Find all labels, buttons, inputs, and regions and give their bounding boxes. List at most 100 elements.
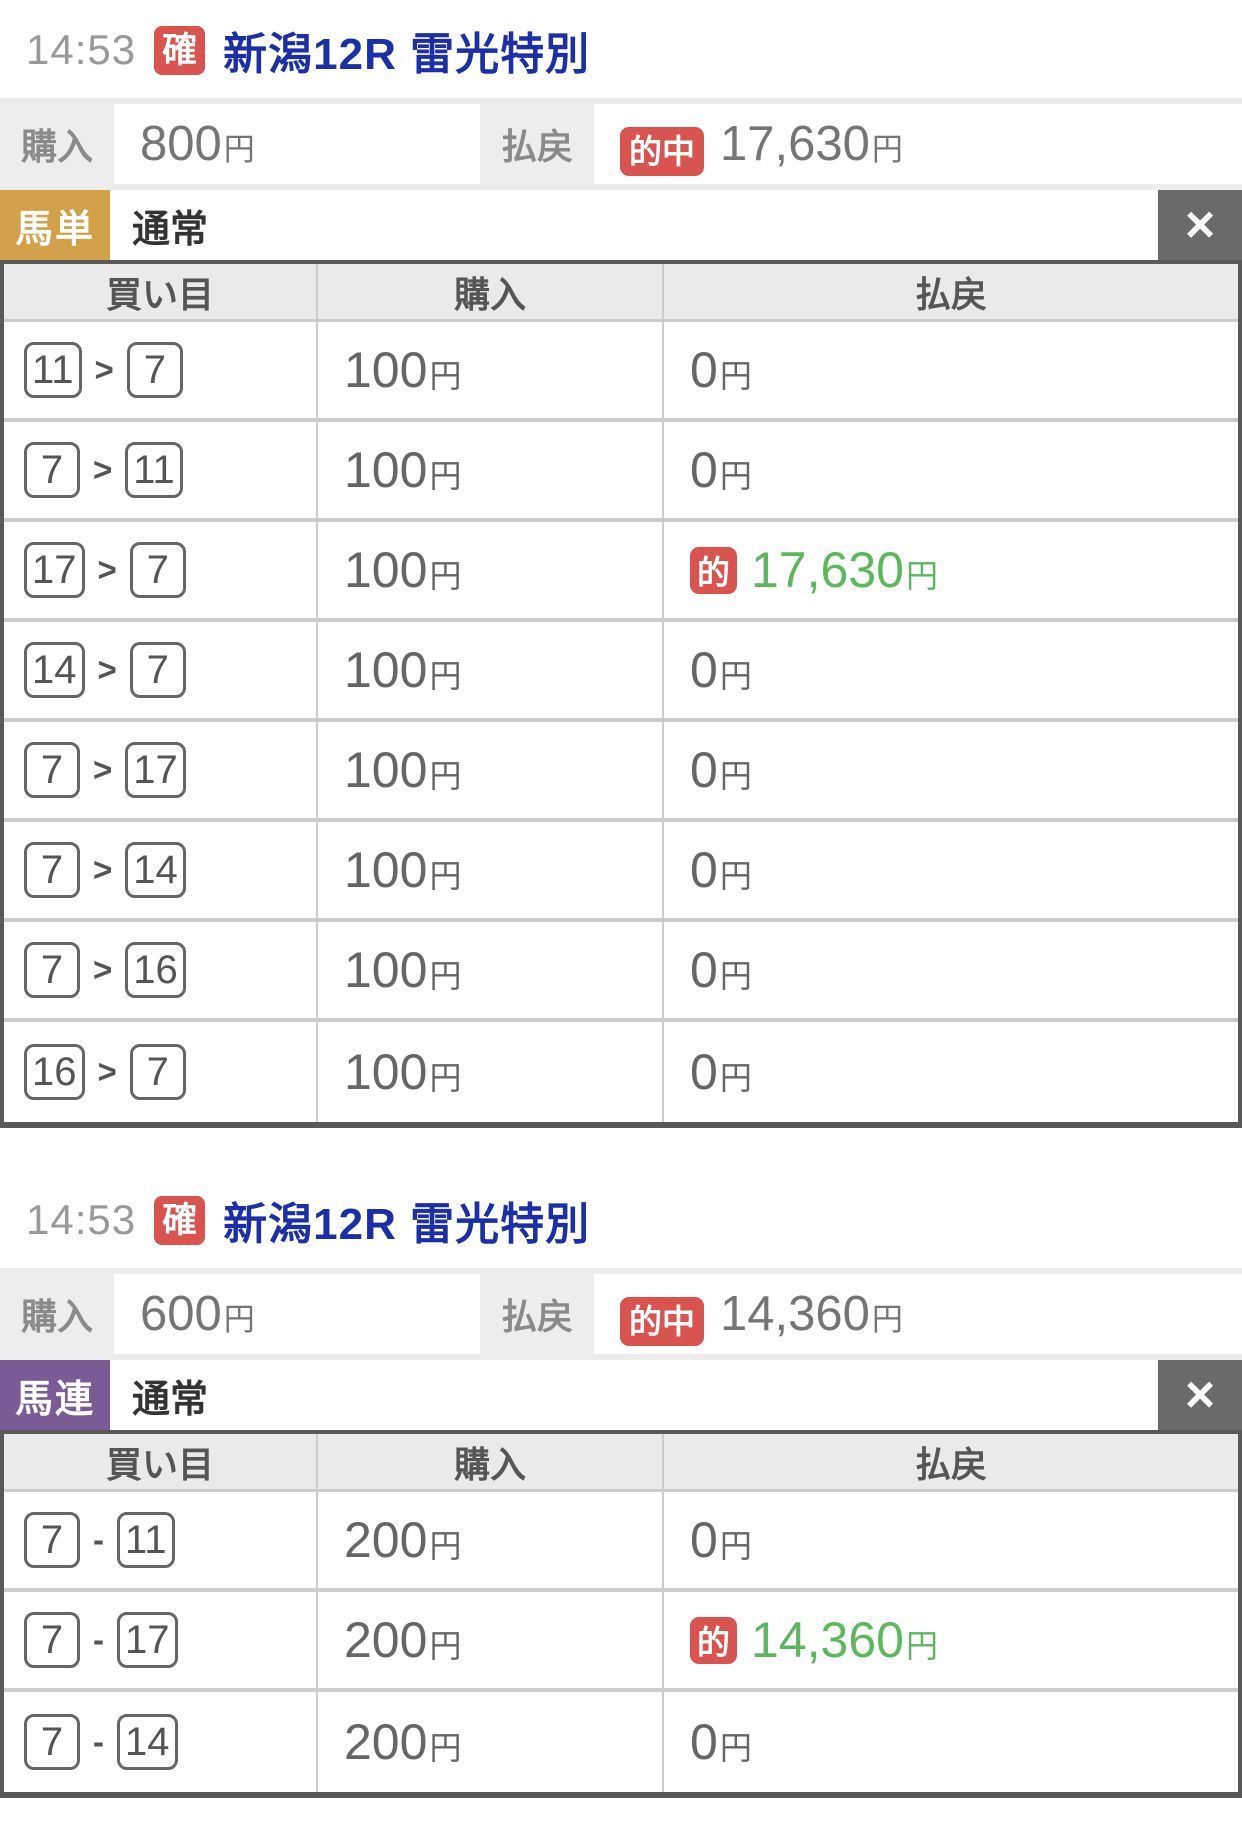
race-title-link[interactable]: 新潟12R 雷光特別: [223, 1200, 591, 1249]
table-row: 7 - 17 200円 的 14,360円: [4, 1592, 1238, 1692]
payout-total-amount: 14,360: [720, 1287, 870, 1341]
summary-bar: 購入 800円 払戻 的中 17,630円: [0, 98, 1242, 190]
column-header-payout: 払戻: [914, 1443, 987, 1485]
yen-suffix: 円: [223, 1302, 255, 1337]
race-header: 14:53 確 新潟12R 雷光特別: [0, 0, 1242, 98]
yen-suffix: 円: [429, 1528, 462, 1564]
purchase-total: 800円: [114, 104, 480, 184]
purchase-cell: 100円: [318, 422, 664, 518]
yen-suffix: 円: [719, 358, 752, 394]
horse-number-box: 14: [125, 842, 186, 898]
yen-suffix: 円: [429, 958, 462, 994]
horse-number-box: 7: [129, 1044, 186, 1100]
selection-separator-icon: >: [93, 851, 113, 888]
yen-suffix: 円: [719, 1528, 752, 1564]
table-row: 7 - 14 200円 0円: [4, 1692, 1238, 1792]
selection-cell: 14 > 7: [4, 622, 318, 718]
table-body: 7 - 11 200円 0円 7 - 17 200円 的 14,360円 7 -…: [4, 1492, 1238, 1792]
table-row: 16 > 7 100円 0円: [4, 1022, 1238, 1122]
payout-cell: 0円: [690, 942, 752, 998]
horse-number-box: 17: [125, 742, 186, 798]
horse-number-box: 7: [24, 742, 80, 798]
purchase-cell: 200円: [318, 1592, 664, 1688]
payout-total-amount: 17,630: [720, 117, 870, 171]
table-header-row: 買い目 購入 払戻: [4, 264, 1238, 322]
horse-number-box: 14: [117, 1714, 178, 1770]
race-header: 14:53 確 新潟12R 雷光特別: [0, 1170, 1242, 1268]
bet-result-section: 14:53 確 新潟12R 雷光特別 購入 800円 払戻 的中 17,630円 …: [0, 0, 1242, 1128]
bet-type-row: 馬連 通常 ×: [0, 1360, 1242, 1430]
table-row: 7 > 11 100円 0円: [4, 422, 1238, 522]
selection-cell: 7 > 16: [4, 922, 318, 1018]
payout-cell: 0円: [690, 742, 752, 798]
horse-number-box: 7: [24, 1714, 80, 1770]
purchase-cell: 100円: [318, 322, 664, 418]
payout-cell: 0円: [690, 1714, 752, 1770]
yen-suffix: 円: [223, 132, 255, 167]
horse-number-box: 16: [125, 942, 186, 998]
bet-table: 買い目 購入 払戻 7 - 11 200円 0円 7 - 17 200円 的 1…: [0, 1430, 1242, 1798]
horse-number-box: 7: [129, 642, 186, 698]
yen-suffix: 円: [871, 132, 903, 167]
selection-cell: 7 - 14: [4, 1692, 318, 1792]
win-badge: 的: [690, 1616, 737, 1664]
table-row: 17 > 7 100円 的 17,630円: [4, 522, 1238, 622]
purchase-cell: 200円: [318, 1692, 664, 1792]
yen-suffix: 円: [719, 1730, 752, 1766]
win-badge: 的: [690, 546, 737, 594]
horse-number-box: 16: [24, 1044, 85, 1100]
yen-suffix: 円: [429, 458, 462, 494]
table-row: 11 > 7 100円 0円: [4, 322, 1238, 422]
purchase-total-amount: 600: [140, 1287, 222, 1341]
race-title-link[interactable]: 新潟12R 雷光特別: [223, 30, 591, 79]
selection-cell: 17 > 7: [4, 522, 318, 618]
selection-separator-icon: >: [93, 751, 113, 788]
bet-type-badge: 馬単: [0, 190, 110, 260]
selection-cell: 7 - 17: [4, 1592, 318, 1688]
yen-suffix: 円: [429, 558, 462, 594]
payout-cell: 0円: [690, 842, 752, 898]
horse-number-box: 7: [24, 442, 80, 498]
purchase-total: 600円: [114, 1274, 480, 1354]
payout-cell: 0円: [690, 342, 752, 398]
horse-number-box: 11: [117, 1512, 175, 1568]
table-row: 7 > 14 100円 0円: [4, 822, 1238, 922]
yen-suffix: 円: [429, 758, 462, 794]
payout-label: 払戻: [500, 1296, 573, 1337]
bet-result-section: 14:53 確 新潟12R 雷光特別 購入 600円 払戻 的中 14,360円 …: [0, 1170, 1242, 1798]
selection-separator-icon: -: [93, 1621, 104, 1658]
yen-suffix: 円: [429, 858, 462, 894]
horse-number-box: 7: [126, 342, 183, 398]
race-time: 14:53: [26, 26, 137, 73]
table-body: 11 > 7 100円 0円 7 > 11 100円 0円 17 > 7: [4, 322, 1238, 1122]
column-header-payout: 払戻: [914, 273, 987, 315]
horse-number-box: 17: [24, 542, 85, 598]
purchase-cell: 200円: [318, 1492, 664, 1588]
selection-separator-icon: >: [97, 551, 117, 588]
purchase-cell: 100円: [318, 622, 664, 718]
selection-separator-icon: >: [93, 951, 113, 988]
purchase-label: 購入: [20, 126, 93, 167]
race-time: 14:53: [26, 1196, 137, 1243]
yen-suffix: 円: [429, 358, 462, 394]
bet-method-label: 通常: [132, 208, 209, 251]
confirmed-badge: 確: [154, 25, 206, 75]
payout-cell: 0円: [690, 642, 752, 698]
close-button[interactable]: ×: [1158, 1360, 1242, 1430]
table-row: 7 > 16 100円 0円: [4, 922, 1238, 1022]
purchase-cell: 100円: [318, 822, 664, 918]
purchase-total-amount: 800: [140, 117, 222, 171]
column-header-selection: 買い目: [4, 264, 318, 319]
selection-cell: 7 - 11: [4, 1492, 318, 1588]
purchase-cell: 100円: [318, 722, 664, 818]
selection-separator-icon: -: [93, 1521, 104, 1558]
bet-type-row: 馬単 通常 ×: [0, 190, 1242, 260]
payout-total: 的中 17,630円: [594, 104, 1242, 184]
selection-cell: 16 > 7: [4, 1022, 318, 1122]
close-button[interactable]: ×: [1158, 190, 1242, 260]
yen-suffix: 円: [719, 1060, 752, 1096]
yen-suffix: 円: [429, 1628, 462, 1664]
bet-method-label: 通常: [132, 1378, 209, 1421]
purchase-cell: 100円: [318, 1022, 664, 1122]
summary-bar: 購入 600円 払戻 的中 14,360円: [0, 1268, 1242, 1360]
